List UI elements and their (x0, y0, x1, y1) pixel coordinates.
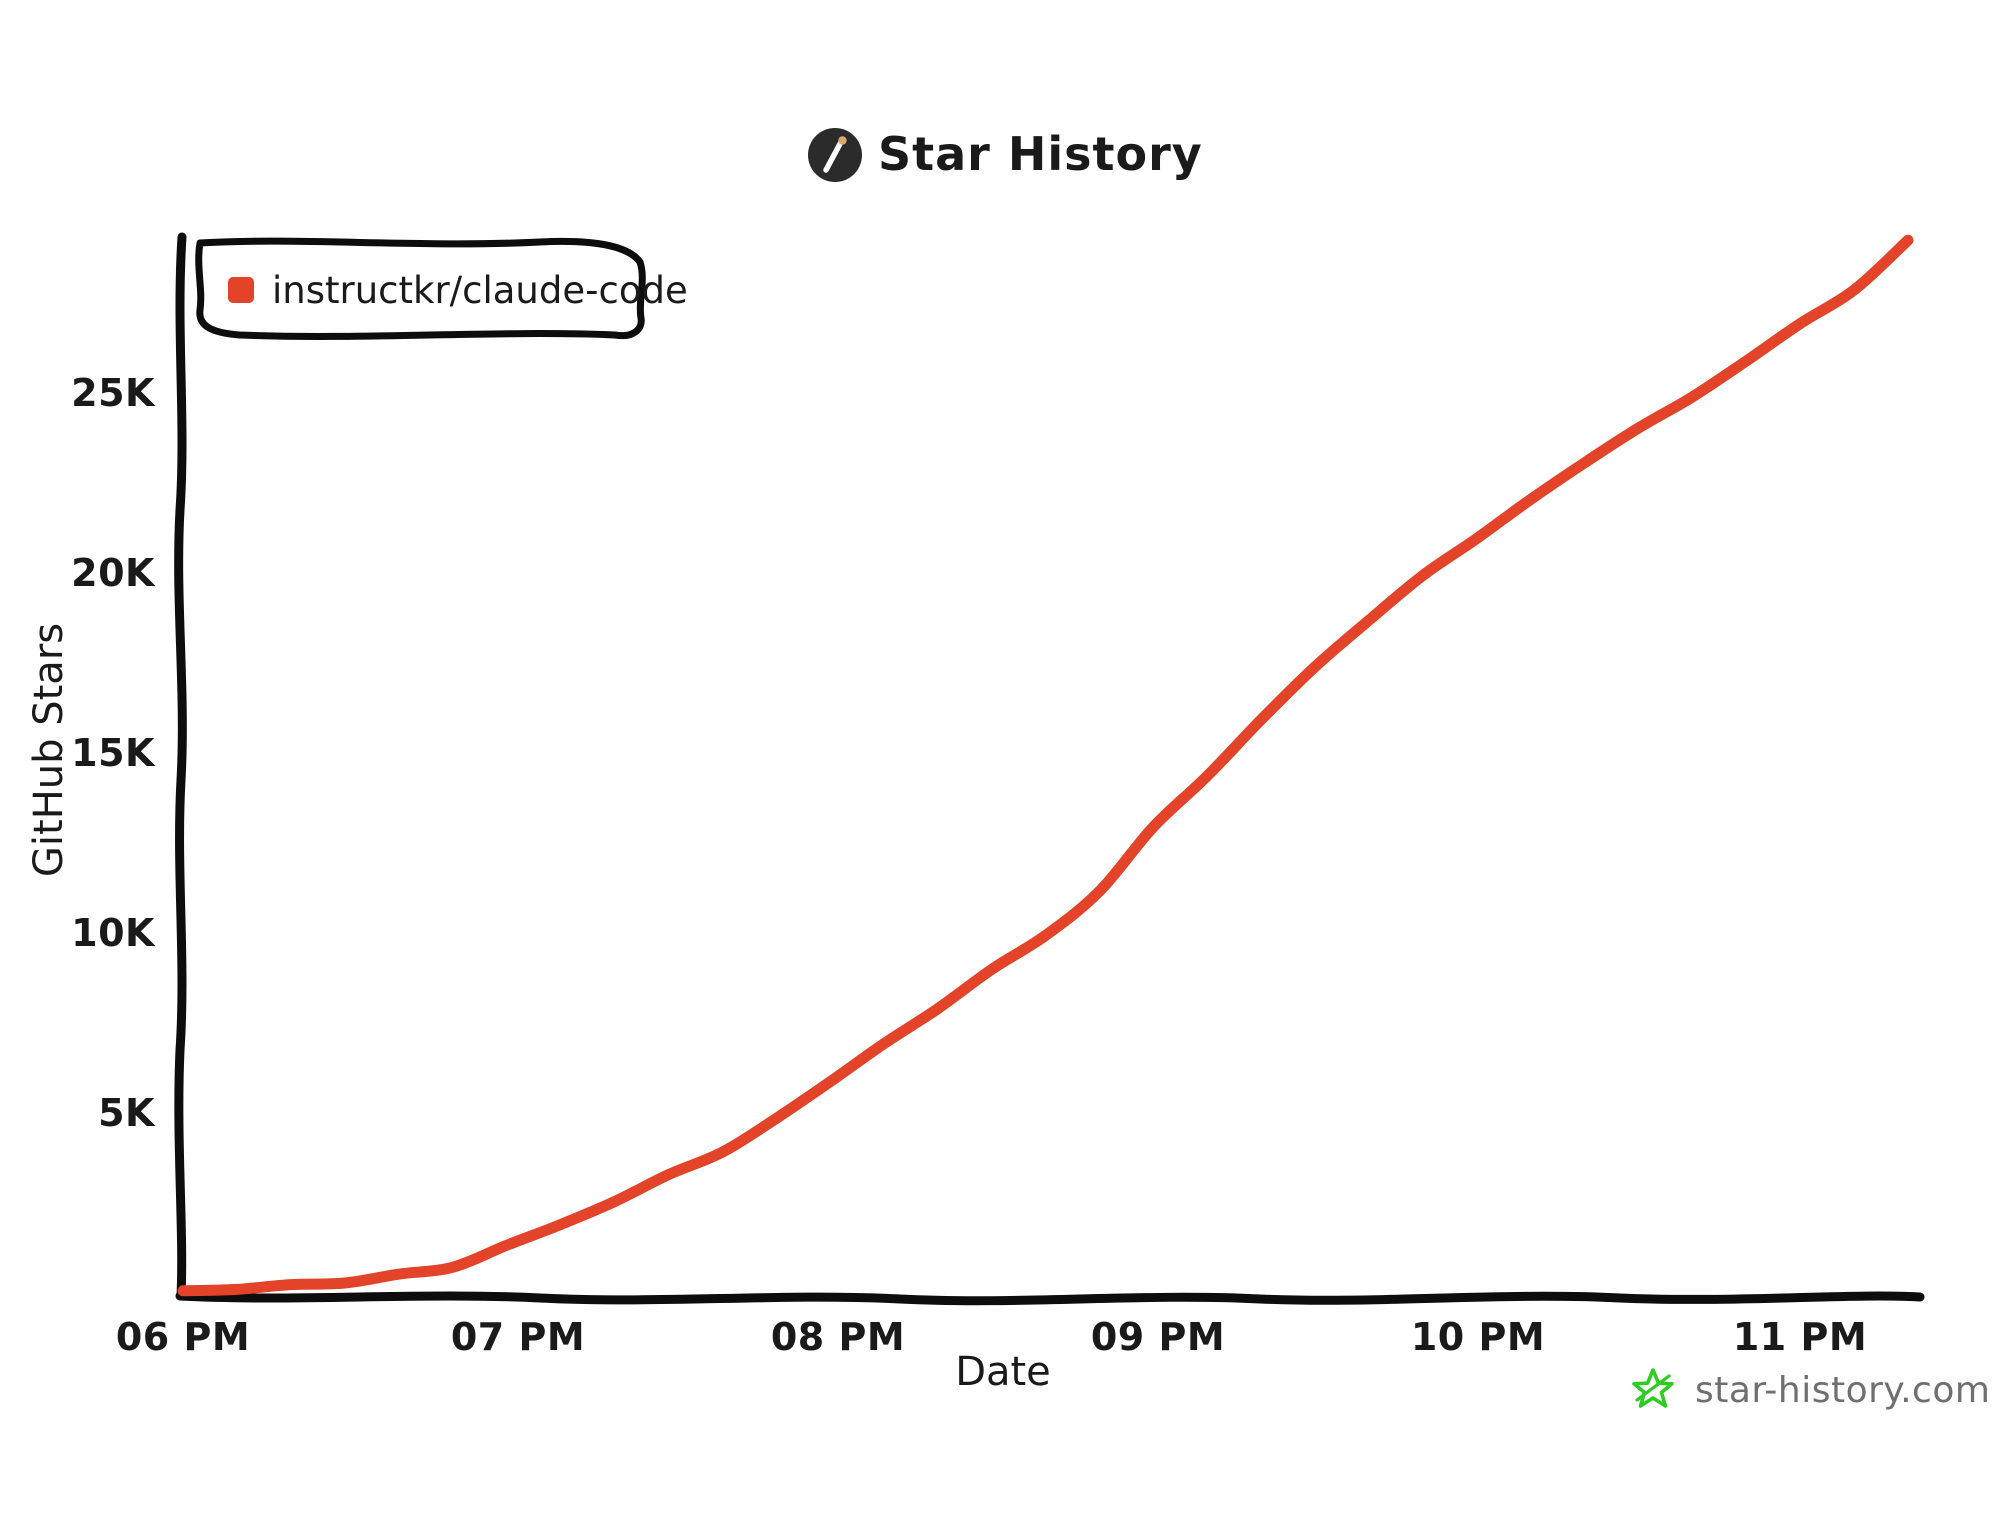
y-axis-title: GitHub Stars (26, 623, 72, 877)
y-tick-label: 10K (71, 911, 156, 955)
watermark-label: star-history.com (1695, 1370, 1990, 1411)
y-axis-ticks: 5K 10K 15K 20K 25K (71, 371, 156, 1135)
y-axis-line (174, 232, 187, 1301)
y-tick-label: 15K (71, 731, 156, 775)
y-tick-label: 5K (98, 1091, 156, 1135)
x-tick-label: 11 PM (1733, 1315, 1867, 1359)
page-title: Star History (878, 127, 1203, 181)
series-line-instructkr-claude-code (177, 234, 1914, 1297)
watermark[interactable]: star-history.com (1632, 1368, 1990, 1411)
x-axis-line (175, 1291, 1925, 1306)
y-tick-label: 20K (71, 551, 156, 595)
chart-legend[interactable]: instructkr/claude-code (195, 237, 688, 340)
x-tick-label: 08 PM (771, 1315, 905, 1359)
y-tick-label: 25K (71, 371, 156, 415)
chart-header: Star History (808, 127, 1203, 182)
x-tick-label: 09 PM (1091, 1315, 1225, 1359)
x-tick-label: 07 PM (451, 1315, 585, 1359)
green-star-icon (1632, 1368, 1674, 1408)
legend-marker-icon (228, 277, 254, 303)
legend-item-label: instructkr/claude-code (272, 269, 688, 312)
x-tick-label: 06 PM (116, 1315, 250, 1359)
x-axis-ticks: 06 PM 07 PM 08 PM 09 PM 10 PM 11 PM (116, 1315, 1867, 1359)
x-axis-title: Date (955, 1349, 1051, 1395)
star-history-logo-icon (808, 128, 862, 182)
legend-box (195, 237, 646, 340)
x-tick-label: 10 PM (1411, 1315, 1545, 1359)
